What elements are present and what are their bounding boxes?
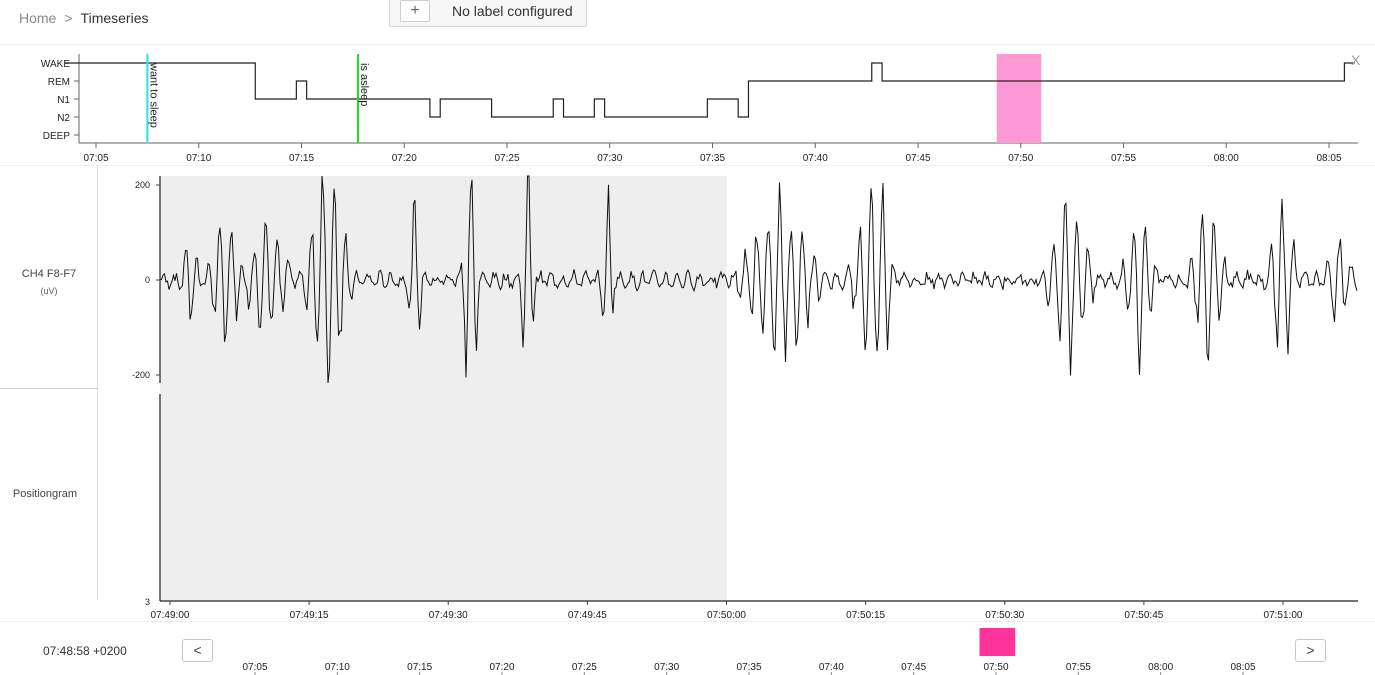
time-x-tick-label: 07:49:45	[568, 610, 607, 621]
time-tick-label: 07:55	[1111, 153, 1136, 164]
breadcrumb-separator: >	[64, 10, 73, 26]
overview-tick-label: 07:15	[407, 662, 432, 673]
next-button[interactable]: >	[1295, 639, 1326, 662]
hypnogram-line	[65, 62, 1355, 118]
stage-label: REM	[48, 77, 70, 88]
time-x-tick-label: 07:50:15	[846, 610, 885, 621]
stage-label: N1	[57, 95, 70, 106]
time-tick-label: 07:10	[186, 153, 211, 164]
overview-tick-label: 07:45	[901, 662, 926, 673]
channel-unit: (uV)	[40, 286, 58, 296]
breadcrumb-current: Timeseries	[80, 10, 149, 26]
time-tick-label: 07:30	[597, 153, 622, 164]
hypnogram-chart[interactable]: WAKE REM N1 N2 DEEP 07:05 07:10 07:15 07:20 07:25…	[0, 45, 1375, 165]
previous-button[interactable]: <	[182, 639, 213, 662]
time-tick-label: 08:05	[1316, 153, 1341, 164]
overview-tick-label: 07:35	[736, 662, 761, 673]
close-icon[interactable]: X	[1351, 52, 1361, 68]
top-bar: Home > Timeseries + No label configured	[0, 0, 1375, 45]
signal-plot[interactable]: 200 0 -200 307:49:00 07:49:15 07:49:30 07:49:4…	[0, 166, 1375, 621]
footer-divider	[0, 621, 1375, 622]
time-tick-label: 07:25	[494, 153, 519, 164]
positiongram-y-tick-label: 3	[145, 597, 150, 607]
channel-labels-panel: CH4 F8-F7 (uV) Positiongram	[0, 166, 98, 600]
positiongram-label: Positiongram	[12, 488, 78, 500]
time-x-tick-label: 07:50:30	[985, 610, 1024, 621]
current-window-highlight	[996, 54, 1042, 143]
time-x-tick-label: 07:49:30	[429, 610, 468, 621]
eeg-y-tick-label: 0	[145, 275, 150, 285]
eeg-trace	[159, 175, 1358, 384]
channel-divider	[0, 388, 98, 389]
overview-tick-label: 07:10	[325, 662, 350, 673]
time-x-tick-label: 07:50:00	[707, 610, 746, 621]
time-tick-label: 07:15	[289, 153, 314, 164]
eeg-y-tick-label: -200	[132, 370, 150, 380]
time-tick-label: 07:45	[905, 153, 930, 164]
history-shaded-region	[160, 176, 727, 600]
overview-tick-label: 07:30	[654, 662, 679, 673]
time-x-tick-label: 07:49:15	[290, 610, 329, 621]
stage-label: DEEP	[43, 131, 71, 142]
event-marker-label: want to sleep	[147, 62, 159, 128]
overview-timeline[interactable]: 07:05 07:10 07:15 07:20 07:25 07:30 07:35 07:40…	[0, 622, 1375, 675]
overview-tick-label: 07:55	[1066, 662, 1091, 673]
time-tick-label: 07:05	[83, 153, 108, 164]
no-label-text: No label configured	[452, 3, 573, 19]
time-x-tick-label: 07:49:00	[151, 610, 190, 621]
time-tick-label: 07:50	[1008, 153, 1033, 164]
label-selector: + No label configured	[389, 0, 587, 27]
current-timestamp: 07:48:58 +0200	[43, 644, 127, 658]
stage-label: WAKE	[41, 59, 70, 70]
divider	[0, 165, 1375, 166]
time-tick-label: 07:40	[803, 153, 828, 164]
overview-tick-label: 07:40	[819, 662, 844, 673]
channel-name: CH4 F8-F7	[21, 268, 77, 280]
overview-tick-label: 07:50	[983, 662, 1008, 673]
overview-tick-label: 07:05	[242, 662, 267, 673]
eeg-y-tick-label: 200	[135, 180, 150, 190]
overview-tick-label: 07:20	[489, 662, 514, 673]
time-x-tick-label: 07:50:45	[1124, 610, 1163, 621]
overview-tick-label: 08:05	[1230, 662, 1255, 673]
overview-tick-label: 08:00	[1148, 662, 1173, 673]
event-marker-label: is asleep	[358, 63, 370, 106]
add-label-button[interactable]: +	[400, 0, 430, 22]
time-tick-label: 07:35	[700, 153, 725, 164]
overview-window-highlight	[979, 628, 1016, 656]
time-x-tick-label: 07:51:00	[1264, 610, 1303, 621]
time-tick-label: 07:20	[392, 153, 417, 164]
breadcrumb: Home > Timeseries	[19, 10, 148, 26]
time-tick-label: 08:00	[1214, 153, 1239, 164]
breadcrumb-home-link[interactable]: Home	[19, 10, 57, 26]
stage-label: N2	[57, 113, 70, 124]
overview-tick-label: 07:25	[572, 662, 597, 673]
